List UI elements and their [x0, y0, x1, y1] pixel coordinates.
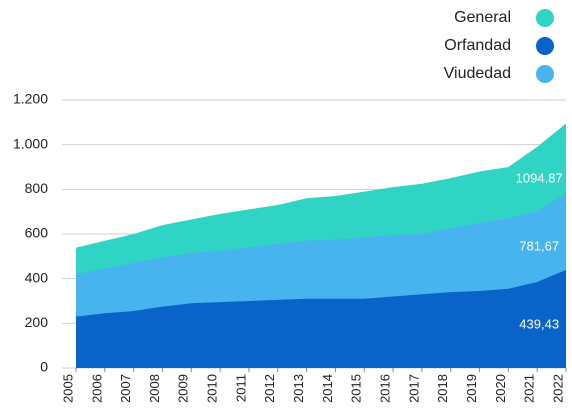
value-label: 781,67: [519, 238, 559, 253]
y-tick-label: 200: [25, 314, 49, 330]
y-tick-label: 1.000: [13, 135, 48, 151]
x-tick-label: 2016: [377, 374, 392, 403]
x-tick-label: 2018: [435, 374, 450, 403]
legend-swatch: [536, 9, 554, 27]
legend-label: Orfandad: [444, 37, 511, 54]
y-tick-label: 0: [40, 359, 48, 375]
x-tick-label: 2009: [176, 374, 191, 403]
area: [76, 269, 566, 368]
x-tick-label: 2008: [147, 374, 162, 403]
legend-swatch: [536, 37, 554, 55]
x-tick-label: 2017: [406, 374, 421, 403]
legend-swatch: [536, 65, 554, 83]
x-tick-label: 2005: [60, 374, 75, 403]
x-tick-label: 2021: [522, 374, 537, 403]
legend-label: General: [454, 9, 511, 26]
x-tick-label: 2015: [349, 374, 364, 403]
legend-label: Viudedad: [444, 65, 511, 82]
x-tick-label: 2007: [118, 374, 133, 403]
y-tick-label: 1.200: [13, 91, 48, 107]
x-tick-label: 2019: [464, 374, 479, 403]
value-label: 1094,87: [516, 171, 563, 186]
x-tick-label: 2020: [493, 374, 508, 403]
x-tick-label: 2006: [89, 374, 104, 403]
x-tick-label: 2014: [320, 374, 335, 403]
value-label: 439,43: [519, 316, 559, 331]
y-tick-label: 800: [25, 180, 49, 196]
x-tick-label: 2022: [550, 374, 565, 403]
x-tick-label: 2012: [262, 374, 277, 403]
x-tick-label: 2013: [291, 374, 306, 403]
y-tick-label: 600: [25, 225, 49, 241]
x-tick-label: 2011: [233, 374, 248, 402]
y-tick-label: 400: [25, 269, 49, 285]
x-tick-label: 2010: [205, 374, 220, 403]
